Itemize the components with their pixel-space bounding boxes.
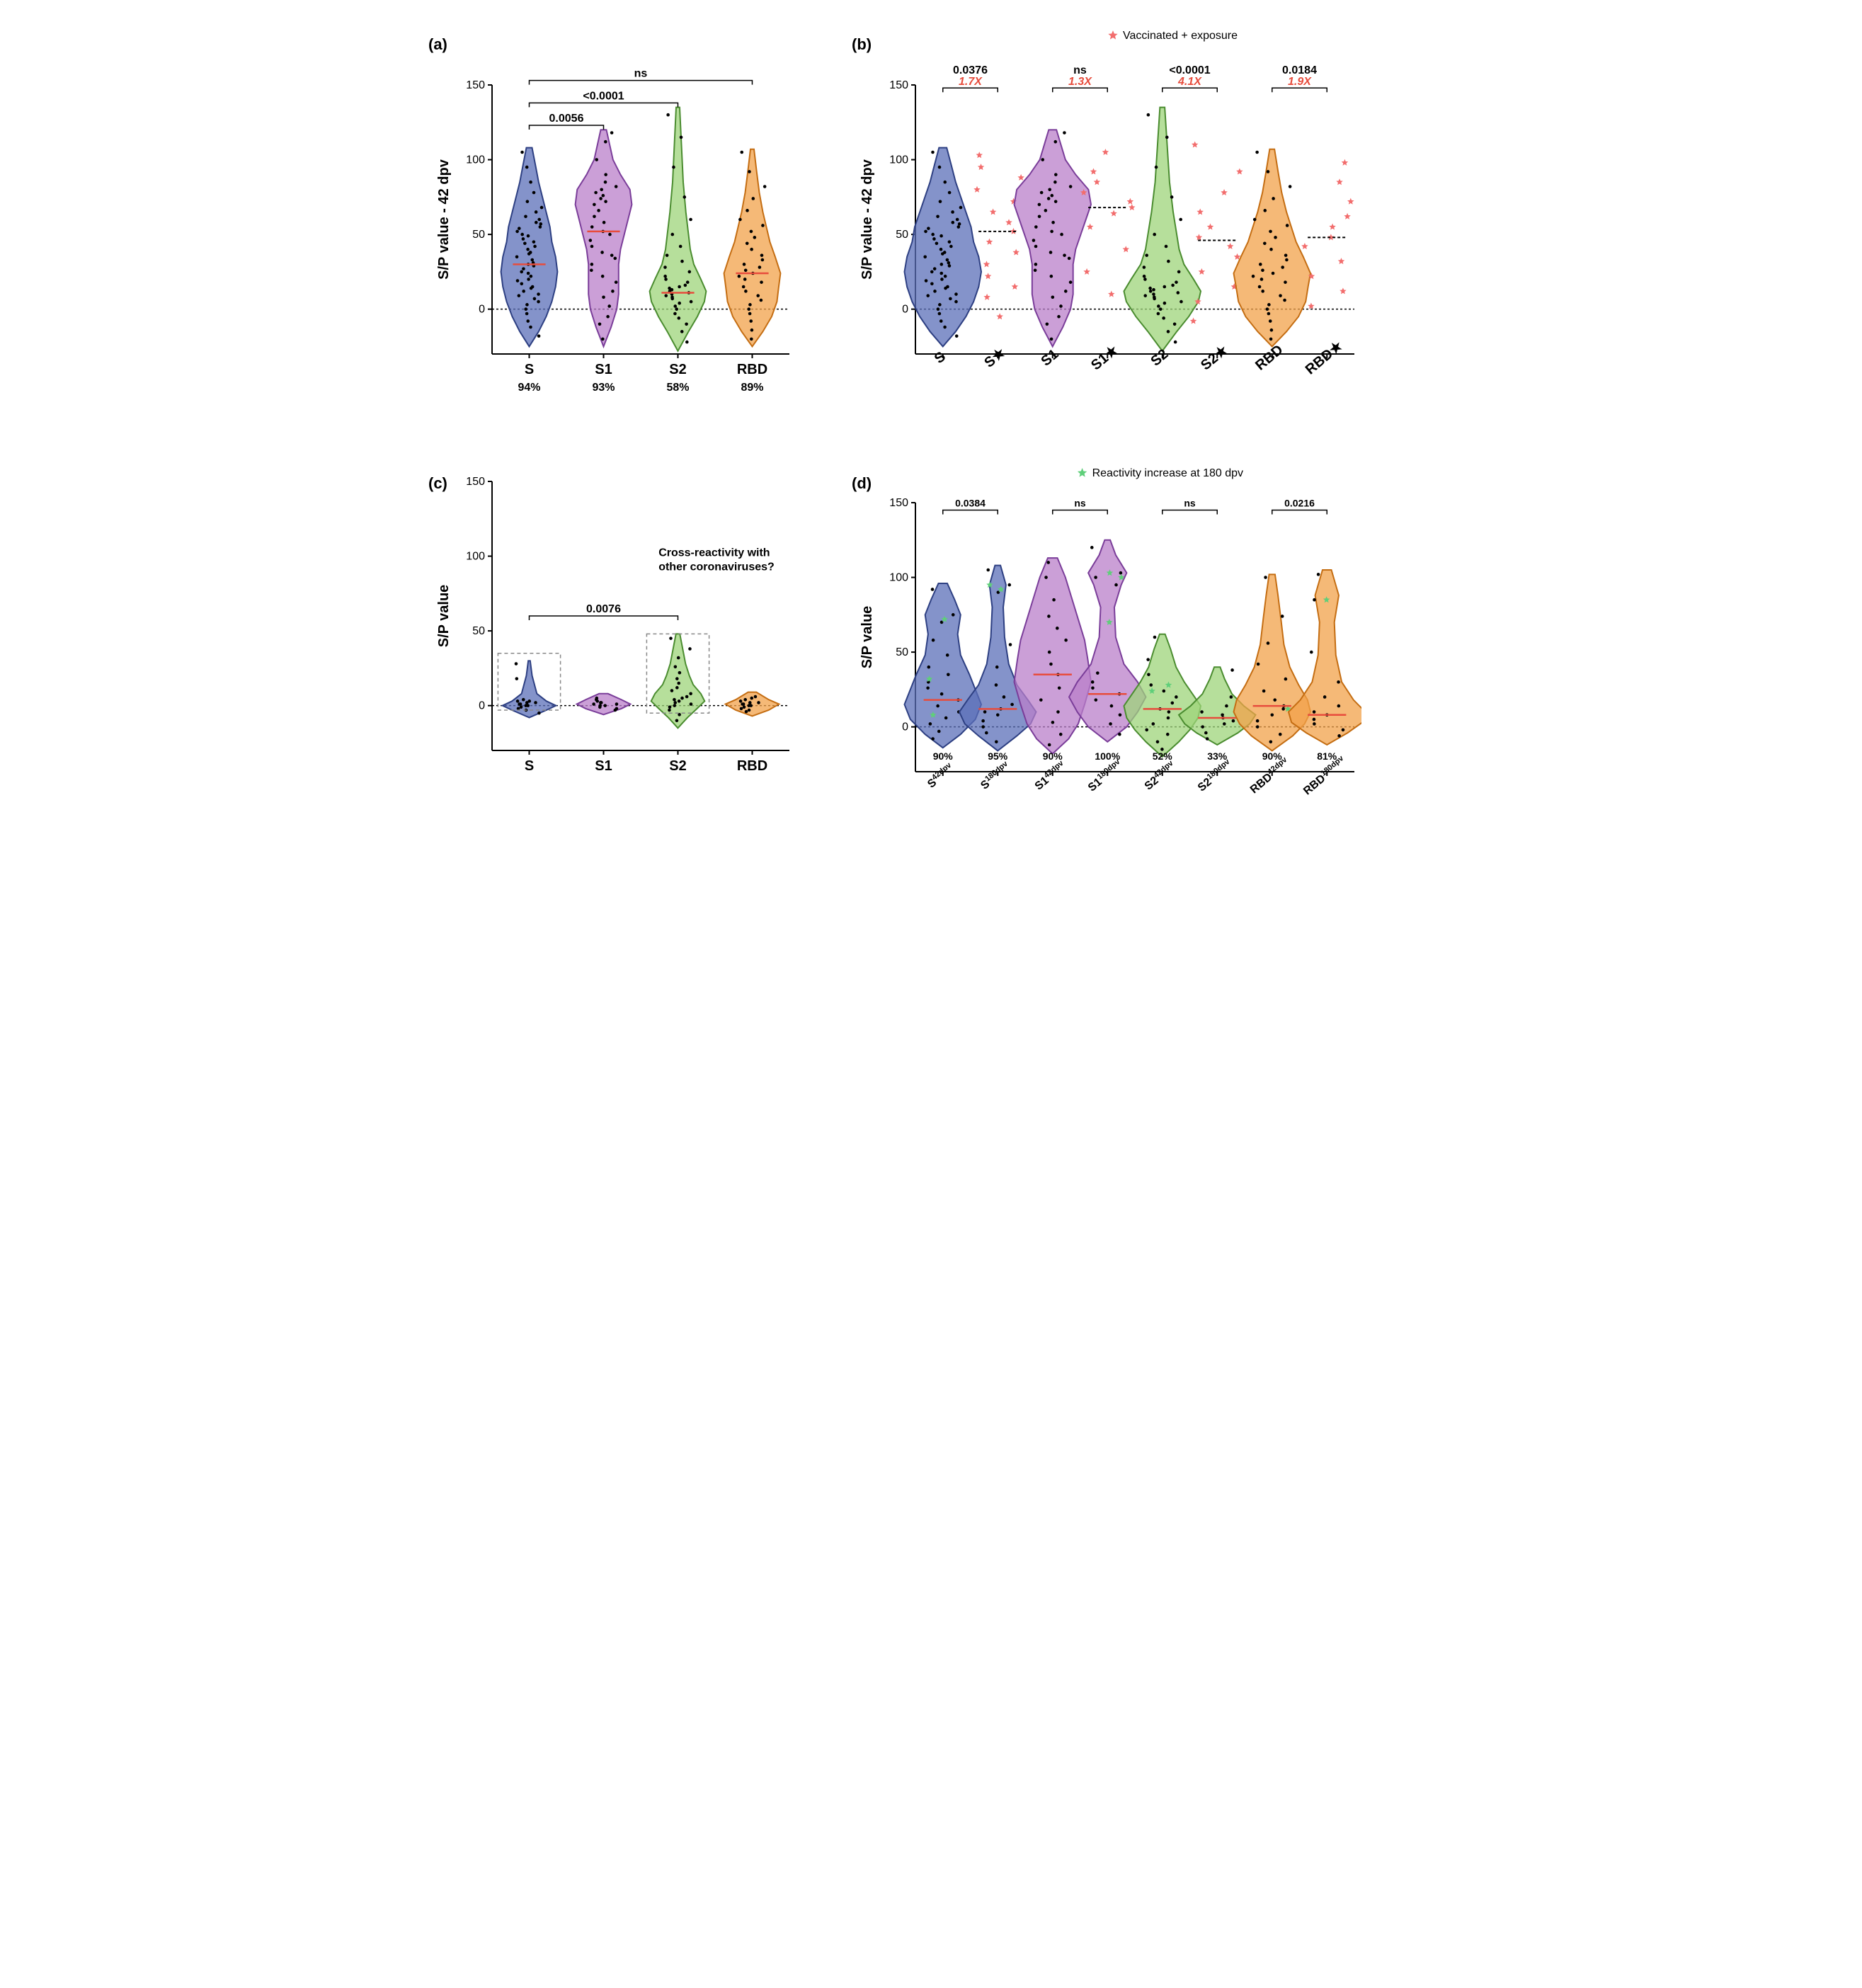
svg-text:Vaccinated + exposure: Vaccinated + exposure: [1123, 30, 1238, 42]
svg-text:S180dpv: S180dpv: [978, 759, 1013, 792]
svg-text:93%: 93%: [592, 382, 615, 394]
svg-text:0.0184: 0.0184: [1282, 64, 1317, 76]
svg-text:RBD: RBD: [737, 758, 767, 774]
svg-text:33%: 33%: [1207, 750, 1228, 762]
svg-text:S/P value - 42 dpv: S/P value - 42 dpv: [436, 159, 452, 280]
svg-text:4.1X: 4.1X: [1177, 76, 1202, 88]
svg-text:0.0056: 0.0056: [549, 113, 584, 125]
svg-text:58%: 58%: [666, 382, 689, 394]
panel-c-label: (c): [428, 474, 447, 493]
panel-b: (b)Vaccinated + exposure050100150S/P val…: [859, 21, 1434, 432]
svg-text:1.7X: 1.7X: [959, 76, 983, 88]
svg-text:94%: 94%: [518, 382, 540, 394]
svg-text:0.0076: 0.0076: [586, 603, 621, 615]
svg-text:0: 0: [902, 721, 908, 733]
svg-text:S: S: [932, 349, 949, 367]
svg-text:S: S: [525, 362, 534, 377]
svg-text:S: S: [525, 758, 534, 774]
svg-text:81%: 81%: [1317, 750, 1337, 762]
svg-text:100: 100: [889, 572, 908, 584]
svg-text:ns: ns: [634, 68, 648, 80]
svg-text:90%: 90%: [1043, 750, 1063, 762]
svg-text:0: 0: [479, 700, 485, 712]
svg-text:52%: 52%: [1153, 750, 1173, 762]
svg-text:100: 100: [466, 154, 485, 166]
svg-text:S1180dpv: S1180dpv: [1085, 757, 1126, 794]
panel-d: (d)Reactivity increase at 180 dpv0501001…: [859, 460, 1434, 864]
svg-text:100: 100: [466, 551, 485, 563]
svg-text:150: 150: [466, 476, 485, 488]
svg-text:RBD: RBD: [737, 362, 767, 377]
svg-text:other coronaviruses?: other coronaviruses?: [658, 561, 775, 573]
svg-text:95%: 95%: [988, 750, 1008, 762]
svg-text:100%: 100%: [1095, 750, 1120, 762]
svg-text:50: 50: [896, 646, 908, 658]
svg-text:0.0216: 0.0216: [1284, 498, 1315, 509]
svg-text:S1★: S1★: [1088, 342, 1121, 373]
svg-text:0.0376: 0.0376: [953, 64, 988, 76]
svg-text:1.3X: 1.3X: [1068, 76, 1092, 88]
svg-text:S★: S★: [981, 345, 1008, 371]
svg-text:90%: 90%: [933, 750, 954, 762]
svg-text:S/P value - 42 dpv: S/P value - 42 dpv: [859, 159, 875, 280]
svg-text:S2: S2: [669, 758, 686, 774]
svg-text:S1: S1: [1038, 346, 1061, 370]
svg-text:<0.0001: <0.0001: [583, 90, 624, 102]
panel-a: (a)050100150S/P value - 42 dpvS94%S193%S…: [435, 21, 852, 432]
svg-text:89%: 89%: [741, 382, 763, 394]
svg-text:S1: S1: [595, 758, 612, 774]
svg-text:ns: ns: [1184, 498, 1196, 509]
svg-text:S/P value: S/P value: [859, 606, 875, 669]
svg-text:150: 150: [466, 79, 485, 91]
svg-text:150: 150: [889, 79, 908, 91]
svg-text:S42dpv: S42dpv: [925, 760, 956, 790]
svg-text:0.0384: 0.0384: [955, 498, 986, 509]
svg-text:50: 50: [472, 229, 485, 241]
svg-text:S2: S2: [669, 362, 686, 377]
svg-text:RBD★: RBD★: [1303, 338, 1346, 377]
panel-d-label: (d): [852, 474, 872, 493]
svg-text:150: 150: [889, 497, 908, 509]
svg-text:ns: ns: [1073, 64, 1087, 76]
svg-text:<0.0001: <0.0001: [1169, 64, 1210, 76]
svg-text:ns: ns: [1074, 498, 1086, 509]
panel-b-label: (b): [852, 35, 872, 54]
svg-text:100: 100: [889, 154, 908, 166]
svg-text:S2: S2: [1148, 346, 1171, 370]
svg-text:Cross-reactivity with: Cross-reactivity with: [658, 547, 770, 559]
svg-text:90%: 90%: [1262, 750, 1283, 762]
svg-text:S1: S1: [595, 362, 612, 377]
svg-text:1.9X: 1.9X: [1288, 76, 1312, 88]
panel-a-label: (a): [428, 35, 447, 54]
panel-c: (c)050100150S/P valueSS1S2RBD0.0076Cross…: [435, 460, 852, 864]
svg-text:0: 0: [902, 304, 908, 316]
svg-text:S/P value: S/P value: [436, 585, 452, 648]
svg-text:S142dpv: S142dpv: [1032, 758, 1068, 792]
svg-text:50: 50: [472, 625, 485, 637]
svg-text:50: 50: [896, 229, 908, 241]
svg-text:S2180dpv: S2180dpv: [1195, 757, 1235, 794]
svg-text:Reactivity increase at 180 dpv: Reactivity increase at 180 dpv: [1092, 467, 1243, 479]
svg-text:S242dpv: S242dpv: [1141, 758, 1178, 792]
svg-text:0: 0: [479, 304, 485, 316]
svg-text:S2★: S2★: [1198, 342, 1231, 373]
svg-text:RBD: RBD: [1252, 342, 1286, 374]
